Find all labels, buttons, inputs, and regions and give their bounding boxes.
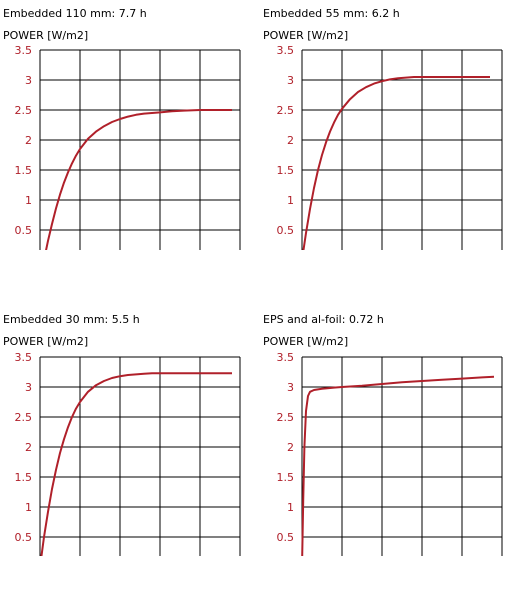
series-line (302, 76, 490, 250)
y-axis-label: POWER [W/m2] (263, 29, 349, 42)
y-tick-label: 3.5 (15, 351, 33, 364)
y-tick-label: 0.5 (277, 224, 295, 237)
y-tick-label: 1.5 (15, 471, 33, 484)
chart-panel-2: Embedded 55 mm: 6.2 h POWER [W/m2] 00.51… (258, 0, 517, 300)
series-line (45, 109, 232, 250)
y-axis-label: POWER [W/m2] (3, 29, 89, 42)
chart-panel-1: Embedded 110 mm: 7.7 h POWER [W/m2] 00.5… (0, 0, 258, 300)
series-line (40, 372, 232, 556)
y-tick-label: 2 (287, 441, 294, 454)
y-axis-label: POWER [W/m2] (263, 335, 349, 348)
y-tick-label: 1.5 (277, 471, 295, 484)
chart-title: Embedded 30 mm: 5.5 h (3, 313, 140, 326)
y-tick-label: 0.5 (15, 531, 33, 544)
y-tick-label: 2.5 (277, 104, 295, 117)
chart-panel-4: EPS and al-foil: 0.72 h POWER [W/m2] 00.… (258, 306, 517, 602)
y-tick-label: 2.5 (15, 411, 33, 424)
y-tick-label: 3 (287, 381, 294, 394)
y-tick-label: 1 (25, 501, 32, 514)
y-tick-label: 2 (25, 441, 32, 454)
chart-panel-3: Embedded 30 mm: 5.5 h POWER [W/m2] 00.51… (0, 306, 258, 602)
chart-title: Embedded 55 mm: 6.2 h (263, 7, 400, 20)
y-tick-label: 2.5 (277, 411, 295, 424)
y-tick-label: 1 (287, 501, 294, 514)
chart-plot: 00.511.522.533.501020304050HOURS (277, 351, 503, 556)
chart-plot: 00.511.522.533.501020304050HOURS (277, 44, 503, 250)
y-tick-label: 1 (25, 194, 32, 207)
y-tick-label: 1.5 (277, 164, 295, 177)
chart-title: EPS and al-foil: 0.72 h (263, 313, 384, 326)
chart-plot: 00.511.522.533.501020304050HOURS (15, 44, 241, 250)
y-tick-label: 0.5 (277, 531, 295, 544)
y-tick-label: 1.5 (15, 164, 33, 177)
y-tick-label: 3 (287, 74, 294, 87)
chart-title: Embedded 110 mm: 7.7 h (3, 7, 147, 20)
y-axis-label: POWER [W/m2] (3, 335, 89, 348)
y-tick-label: 3.5 (277, 44, 295, 57)
y-tick-label: 3.5 (15, 44, 33, 57)
y-tick-label: 2 (287, 134, 294, 147)
series-line (301, 375, 495, 556)
y-tick-label: 3 (25, 381, 32, 394)
y-tick-label: 3.5 (277, 351, 295, 364)
chart-plot: 00.511.522.533.501020304050HOURS (15, 351, 241, 556)
y-tick-label: 0.5 (15, 224, 33, 237)
y-tick-label: 2 (25, 134, 32, 147)
y-tick-label: 1 (287, 194, 294, 207)
y-tick-label: 2.5 (15, 104, 33, 117)
y-tick-label: 3 (25, 74, 32, 87)
